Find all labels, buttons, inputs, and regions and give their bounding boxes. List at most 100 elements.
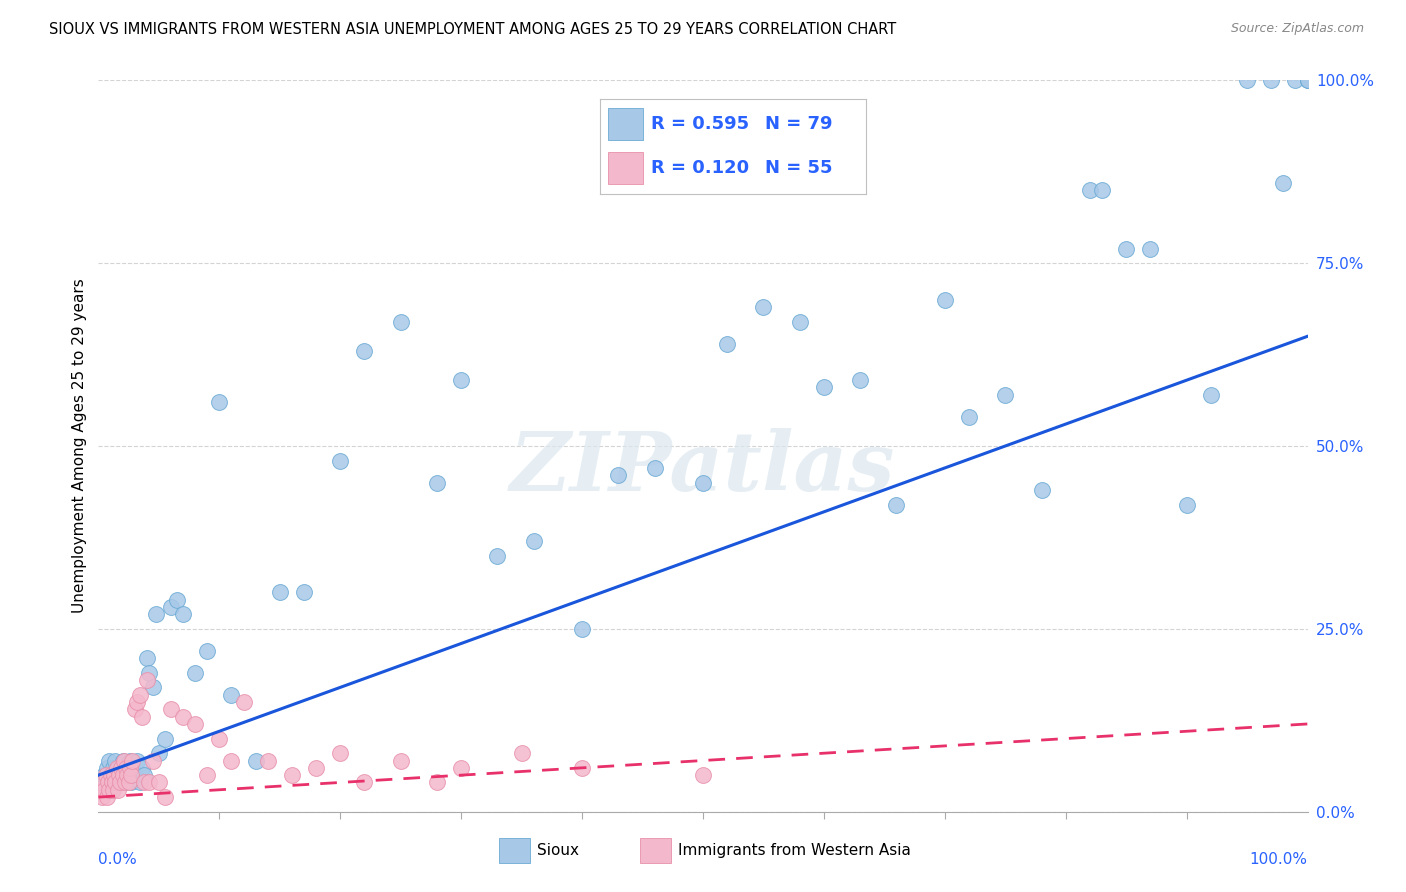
Point <box>118 754 141 768</box>
Text: Sioux: Sioux <box>537 844 579 858</box>
Point <box>112 754 135 768</box>
Point <box>142 681 165 695</box>
Point <box>292 585 315 599</box>
Point <box>1139 242 1161 256</box>
Point <box>195 644 218 658</box>
Point <box>90 782 112 797</box>
Point <box>329 453 352 467</box>
Point <box>103 768 125 782</box>
Point <box>100 775 122 789</box>
Point <box>110 761 132 775</box>
Text: 100.0%: 100.0% <box>1250 852 1308 867</box>
Point <box>232 695 254 709</box>
Point <box>120 768 142 782</box>
Point <box>100 768 122 782</box>
Point <box>281 768 304 782</box>
Point <box>111 754 134 768</box>
Point <box>789 315 811 329</box>
Point <box>115 761 138 775</box>
Point <box>107 782 129 797</box>
Point <box>107 761 129 775</box>
Point <box>93 782 115 797</box>
Point <box>104 754 127 768</box>
Point <box>426 775 449 789</box>
Point <box>108 768 131 782</box>
Point <box>94 782 117 797</box>
Point <box>329 746 352 760</box>
Point <box>120 775 142 789</box>
Point <box>124 768 146 782</box>
Point <box>91 775 114 789</box>
Point <box>114 775 136 789</box>
Point <box>108 768 131 782</box>
Point <box>108 775 131 789</box>
Point <box>450 373 472 387</box>
Point <box>172 607 194 622</box>
Point <box>245 754 267 768</box>
Point <box>389 754 412 768</box>
Point <box>98 754 121 768</box>
Y-axis label: Unemployment Among Ages 25 to 29 years: Unemployment Among Ages 25 to 29 years <box>72 278 87 614</box>
Point <box>166 592 188 607</box>
Point <box>135 673 157 687</box>
Point <box>1031 483 1053 497</box>
Point <box>208 731 231 746</box>
Point <box>571 622 593 636</box>
Point <box>100 768 122 782</box>
Text: Source: ZipAtlas.com: Source: ZipAtlas.com <box>1230 22 1364 36</box>
Point <box>100 782 122 797</box>
Point <box>127 695 149 709</box>
Point <box>934 293 956 307</box>
Point <box>426 475 449 490</box>
Point <box>1115 242 1137 256</box>
Point <box>114 775 136 789</box>
Point <box>849 373 872 387</box>
Point <box>128 688 150 702</box>
Point <box>692 475 714 490</box>
Point <box>1236 73 1258 87</box>
Point <box>124 702 146 716</box>
Point <box>105 761 128 775</box>
Point <box>115 761 138 775</box>
Point <box>1296 73 1319 87</box>
Point <box>1091 183 1114 197</box>
Point <box>101 761 124 775</box>
Point <box>138 665 160 680</box>
Point <box>1296 73 1319 87</box>
Point <box>716 336 738 351</box>
Point <box>353 775 375 789</box>
Point <box>523 534 546 549</box>
Point <box>118 775 141 789</box>
Point <box>389 315 412 329</box>
Point <box>118 761 141 775</box>
Point <box>93 768 115 782</box>
Point <box>138 775 160 789</box>
Point <box>112 768 135 782</box>
Point <box>353 343 375 358</box>
Point <box>1260 73 1282 87</box>
Point <box>1199 388 1222 402</box>
Point <box>145 607 167 622</box>
Point <box>148 746 170 760</box>
Point <box>135 651 157 665</box>
Point <box>957 409 980 424</box>
Text: ZIPatlas: ZIPatlas <box>510 428 896 508</box>
Point <box>101 782 124 797</box>
Point <box>97 775 120 789</box>
Point <box>571 761 593 775</box>
Point <box>510 746 533 760</box>
Point <box>91 775 114 789</box>
Point <box>486 549 509 563</box>
Point <box>813 380 835 394</box>
Point <box>994 388 1017 402</box>
Point <box>607 468 630 483</box>
Point <box>148 775 170 789</box>
Point <box>1284 73 1306 87</box>
Point <box>1175 498 1198 512</box>
Point <box>111 768 134 782</box>
Point <box>134 775 156 789</box>
Point <box>256 754 278 768</box>
Point <box>153 790 176 805</box>
Point <box>153 731 176 746</box>
Point <box>305 761 328 775</box>
